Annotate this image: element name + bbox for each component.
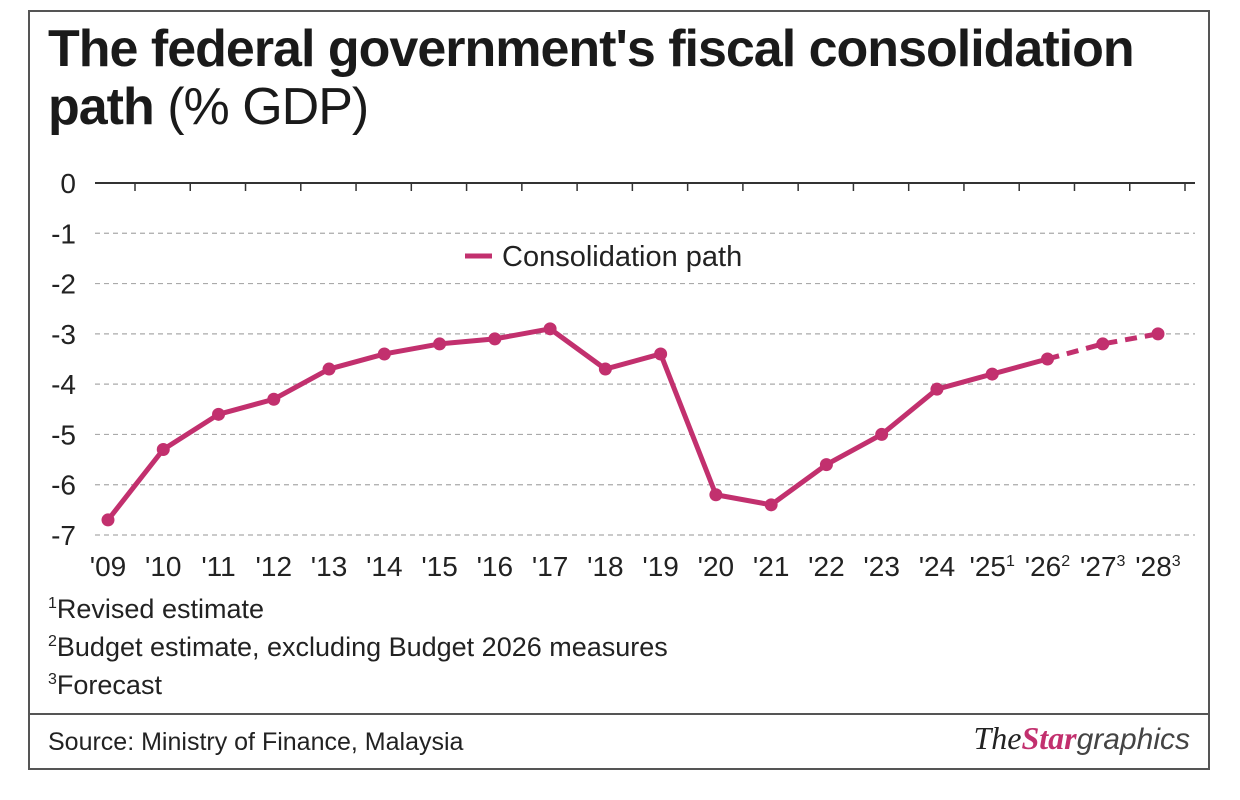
data-point <box>819 458 833 472</box>
footnote-2: 2Budget estimate, excluding Budget 2026 … <box>48 632 668 662</box>
x-tick-label: '24 <box>919 551 956 582</box>
x-tick-label: '23 <box>863 551 900 582</box>
data-point <box>322 362 336 376</box>
x-tick-label: '11 <box>201 551 235 582</box>
data-point <box>212 407 226 421</box>
legend-label: Consolidation path <box>502 241 742 273</box>
y-tick-label: -4 <box>51 369 76 400</box>
x-tick-label: '21 <box>753 551 790 582</box>
data-point <box>764 498 778 512</box>
y-tick-label: 0 <box>60 168 76 199</box>
x-tick-label: '17 <box>532 551 569 582</box>
x-tick-label: '10 <box>145 551 182 582</box>
data-point <box>1096 337 1110 351</box>
data-point <box>543 322 557 336</box>
data-point <box>875 427 889 441</box>
data-point <box>930 382 944 396</box>
y-tick-label: -6 <box>51 470 76 501</box>
source-note: Source: Ministry of Finance, Malaysia <box>48 728 464 756</box>
y-tick-label: -3 <box>51 319 76 350</box>
x-tick-label: '273 <box>1080 551 1126 582</box>
data-point <box>267 392 281 406</box>
y-tick-label: -1 <box>51 218 76 249</box>
chart-title: The federal government's fiscal consolid… <box>48 20 1240 136</box>
x-tick-label: '251 <box>970 551 1015 582</box>
x-tick-label: '14 <box>366 551 403 582</box>
divider <box>30 713 1208 715</box>
data-point <box>433 337 447 351</box>
footnote-3: 3Forecast <box>48 670 162 700</box>
x-tick-label: '09 <box>90 551 127 582</box>
x-tick-label: '13 <box>311 551 348 582</box>
data-point <box>985 367 999 381</box>
x-tick-label: '18 <box>587 551 624 582</box>
data-point <box>488 332 502 346</box>
x-tick-label: '20 <box>698 551 735 582</box>
data-point <box>654 347 668 361</box>
title-unit: (% GDP) <box>167 78 369 136</box>
thestar-logo: TheStargraphics <box>973 720 1190 756</box>
series-line-actual <box>106 326 1049 522</box>
x-tick-label: '16 <box>477 551 514 582</box>
x-tick-label: '12 <box>256 551 293 582</box>
x-tick-label: '283 <box>1135 551 1181 582</box>
footnote-1: 1Revised estimate <box>48 594 264 624</box>
data-point <box>1040 352 1054 366</box>
data-point <box>1151 327 1165 341</box>
title-text: The federal government's fiscal consolid… <box>48 20 1135 136</box>
x-tick-label: '22 <box>808 551 845 582</box>
x-tick-label: '15 <box>421 551 458 582</box>
x-tick-label: '262 <box>1025 551 1071 582</box>
x-tick-label: '19 <box>642 551 679 582</box>
data-point <box>101 513 115 527</box>
data-point <box>598 362 612 376</box>
y-tick-label: -7 <box>51 520 76 551</box>
chart-frame <box>28 10 1210 770</box>
y-tick-label: -2 <box>51 269 76 300</box>
data-point <box>709 488 723 502</box>
y-tick-label: -5 <box>51 419 76 450</box>
data-point <box>156 443 170 457</box>
data-point <box>377 347 391 361</box>
